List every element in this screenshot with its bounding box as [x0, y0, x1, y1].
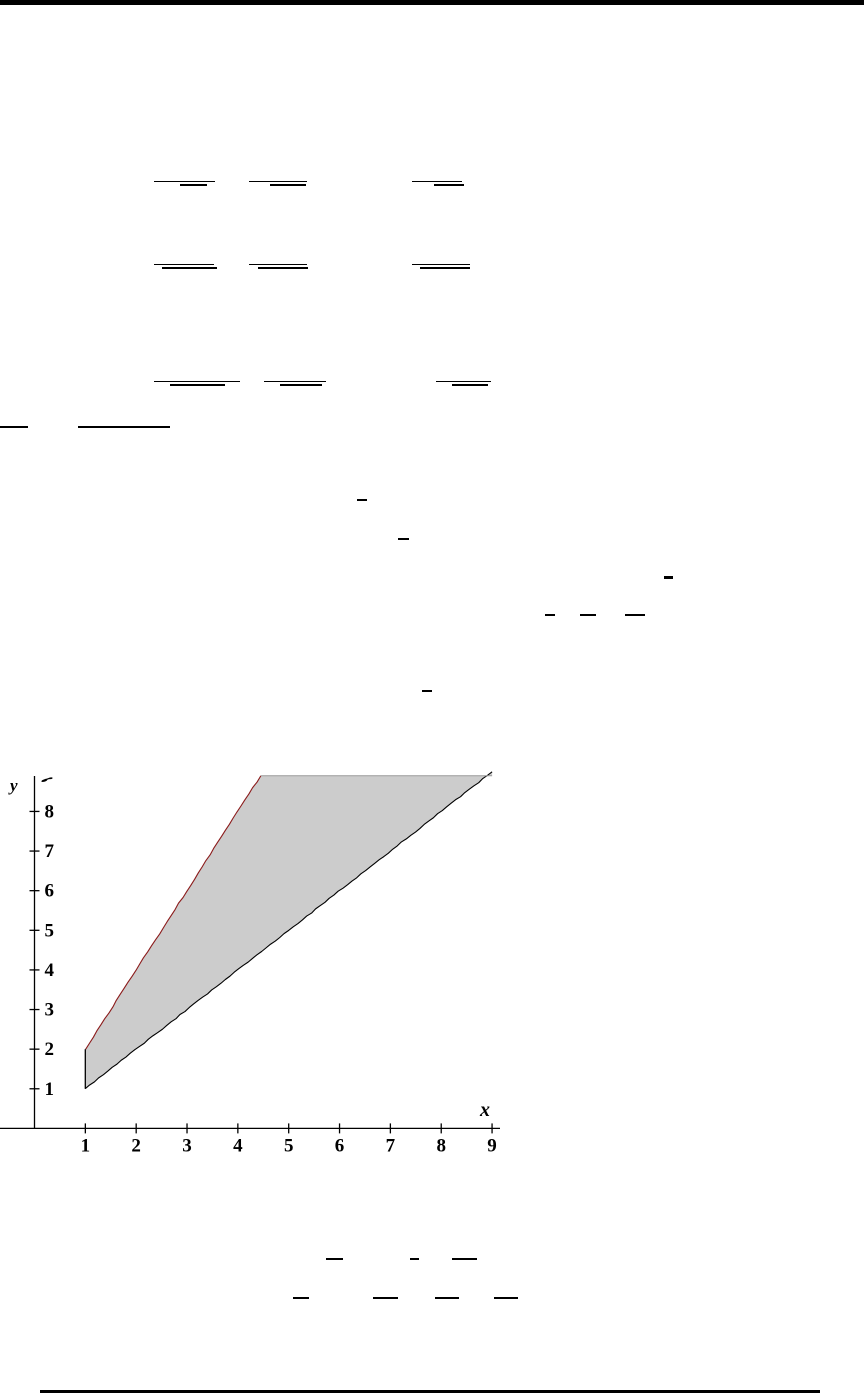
svg-text:2: 2: [131, 1135, 141, 1156]
svg-text:7: 7: [386, 1135, 396, 1156]
svg-text:5: 5: [284, 1135, 294, 1156]
svg-text:8: 8: [436, 1135, 446, 1156]
svg-text:7: 7: [45, 841, 55, 862]
svg-text:1: 1: [81, 1135, 91, 1156]
svg-text:4: 4: [45, 960, 55, 981]
svg-text:4: 4: [233, 1135, 243, 1156]
svg-text:x: x: [479, 1099, 490, 1121]
svg-text:8: 8: [45, 801, 55, 822]
svg-text:1: 1: [45, 1079, 55, 1100]
svg-text:9: 9: [487, 1135, 497, 1156]
svg-text:2: 2: [45, 1039, 55, 1060]
svg-text:6: 6: [45, 881, 55, 902]
svg-text:3: 3: [182, 1135, 192, 1156]
svg-text:5: 5: [45, 920, 55, 941]
svg-text:6: 6: [335, 1135, 345, 1156]
svg-text:y: y: [8, 776, 18, 795]
svg-text:3: 3: [45, 1000, 55, 1021]
